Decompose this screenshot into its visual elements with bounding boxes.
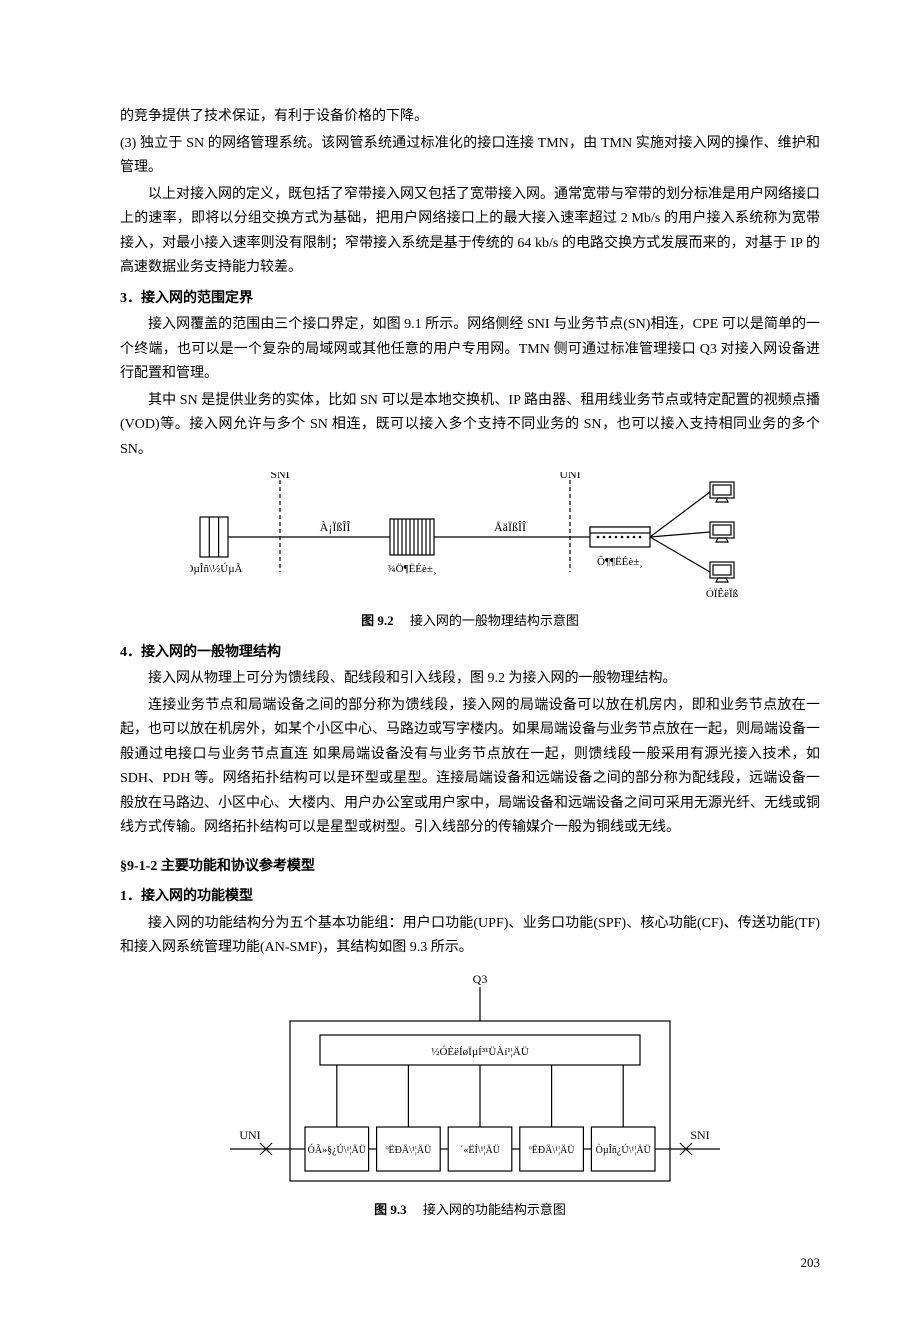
svg-text:½ÓÈëÍøÏµÍ³¹ÜÀí¹¦ÄÜ: ½ÓÈëÍøÏµÍ³¹ÜÀí¹¦ÄÜ [431, 1046, 529, 1058]
section-4-p1: 接入网从物理上可分为馈线段、配线段和引入线段，图 9.2 为接入网的一般物理结构… [120, 667, 820, 692]
figure-9-2-caption-text [397, 613, 410, 628]
section-4-title: 4．接入网的一般物理结构 [120, 641, 820, 666]
figure-9-3-caption-rest: 接入网的功能结构示意图 [423, 1202, 566, 1217]
svg-text:ÓÃ»§¿Ú\¹¦ÄÜ: ÓÃ»§¿Ú\¹¦ÄÜ [308, 1144, 367, 1156]
paragraph-top-3: 以上对接入网的定义，既包括了窄带接入网又包括了宽带接入网。通常宽带与窄带的划分标… [120, 183, 820, 281]
section-9-1-2-title: §9-1-2 主要功能和协议参考模型 [120, 855, 820, 880]
svg-text:UNI: UNI [239, 1128, 260, 1142]
figure-9-3-caption-text [410, 1202, 423, 1217]
figure-9-2: ÒµÎñ\½ÚµÃ SNI À¡ÏßÎÎ ¾Ö¶ËÉè±¸ ÅäÏßÎÎ UNI Ô¶¶ËÉ… [120, 472, 820, 602]
svg-text:À¡ÏßÎÎ: À¡ÏßÎÎ [320, 520, 351, 534]
svg-text:¾Ö¶ËÉè±¸: ¾Ö¶ËÉè±¸ [387, 563, 436, 575]
figure-9-3: Q3 ½ÓÈëÍøÏµÍ³¹ÜÀí¹¦ÄÜ ÓÃ»§¿Ú\¹¦ÄÜ ºËÐÄ\¹¦ÄÜ… [120, 971, 820, 1191]
figure-9-3-svg: Q3 ½ÓÈëÍøÏµÍ³¹ÜÀí¹¦ÄÜ ÓÃ»§¿Ú\¹¦ÄÜ ºËÐÄ\¹¦ÄÜ… [220, 971, 720, 1191]
section-3-title: 3．接入网的范围定界 [120, 287, 820, 312]
section-3-p2: 其中 SN 是提供业务的实体，比如 SN 可以是本地交换机、IP 路由器、租用线… [120, 389, 820, 463]
figure-9-2-caption-num: 图 9.2 [361, 613, 394, 628]
section-3-p1: 接入网覆盖的范围由三个接口界定，如图 9.1 所示。网络侧经 SNI 与业务节点… [120, 313, 820, 387]
svg-text:Ô¶¶ËÉè±¸: Ô¶¶ËÉè±¸ [597, 556, 643, 568]
section-4-p2: 连接业务节点和局端设备之间的部分称为馈线段，接入网的局端设备可以放在机房内，即和… [120, 694, 820, 841]
page-number: 203 [120, 1252, 820, 1275]
svg-text:SNI: SNI [270, 472, 289, 481]
svg-text:SNI: SNI [690, 1128, 709, 1142]
figure-9-3-caption-num: 图 9.3 [374, 1202, 407, 1217]
svg-text:ÒµÎñ\½ÚµÃ: ÒµÎñ\½ÚµÃ [190, 563, 243, 575]
section-9-1-2-sub1-title: 1．接入网的功能模型 [120, 885, 820, 910]
svg-text:Q3: Q3 [473, 972, 488, 986]
svg-text:ºËÐÄ\¹¦ÄÜ: ºËÐÄ\¹¦ÄÜ [529, 1144, 576, 1156]
figure-9-2-caption-rest: 接入网的一般物理结构示意图 [410, 613, 579, 628]
svg-text:ÅäÏßÎÎ: ÅäÏßÎÎ [494, 520, 526, 534]
figure-9-2-caption: 图 9.2 接入网的一般物理结构示意图 [120, 610, 820, 633]
figure-9-3-caption: 图 9.3 接入网的功能结构示意图 [120, 1199, 820, 1222]
svg-text:UNI: UNI [559, 472, 580, 481]
svg-text:´«ËÍ\¹¦ÄÜ: ´«ËÍ\¹¦ÄÜ [460, 1144, 501, 1156]
figure-9-2-svg: ÒµÎñ\½ÚµÃ SNI À¡ÏßÎÎ ¾Ö¶ËÉè±¸ ÅäÏßÎÎ UNI Ô¶¶ËÉ… [190, 472, 750, 602]
svg-text:ºËÐÄ\¹¦ÄÜ: ºËÐÄ\¹¦ÄÜ [385, 1144, 432, 1156]
svg-text:ÒµÎñ¿Ú\¹¦ÄÜ: ÒµÎñ¿Ú\¹¦ÄÜ [596, 1144, 652, 1156]
paragraph-top-2: (3) 独立于 SN 的网络管理系统。该网管系统通过标准化的接口连接 TMN，由… [120, 132, 820, 181]
paragraph-top-1: 的竞争提供了技术保证，有利于设备价格的下降。 [120, 105, 820, 130]
section-9-1-2-sub1-p1: 接入网的功能结构分为五个基本功能组：用户口功能(UPF)、业务口功能(SPF)、… [120, 912, 820, 961]
svg-text:ÓÏÊëÏß: ÓÏÊëÏß [706, 588, 739, 600]
